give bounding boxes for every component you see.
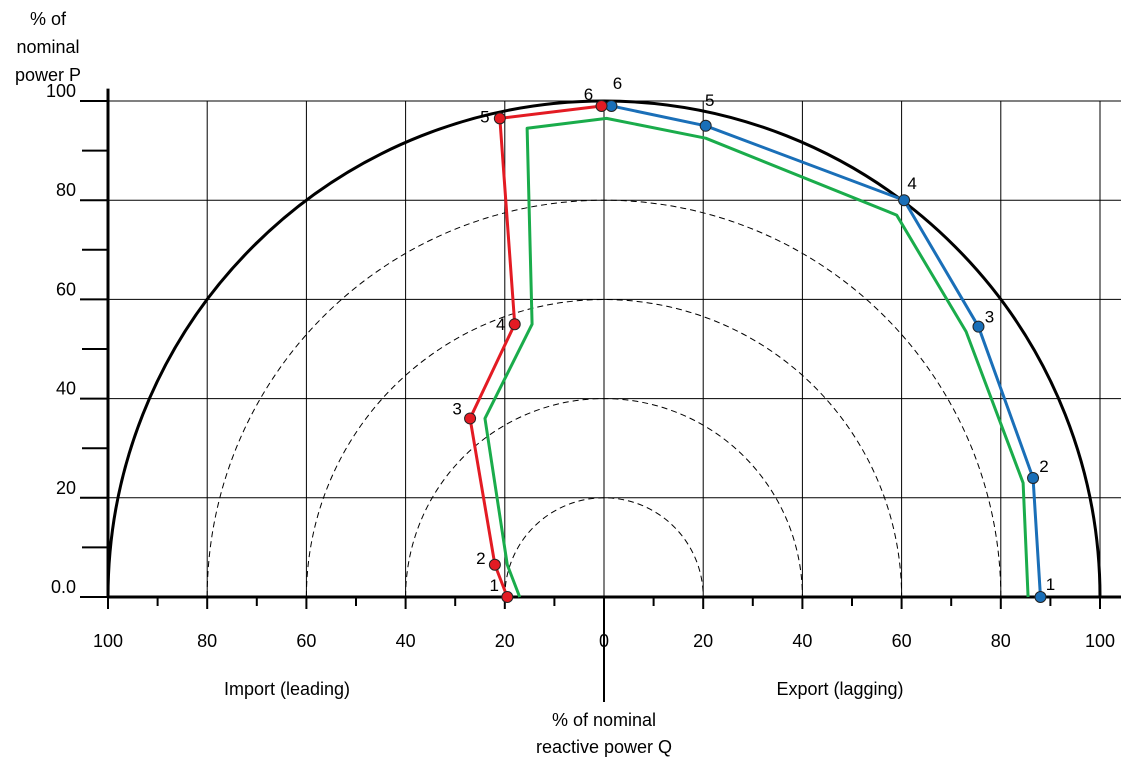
y-tick-label: 40 xyxy=(56,379,76,399)
dashed-circle-arc xyxy=(206,199,1002,598)
series-0-point-label: 4 xyxy=(496,315,505,334)
series-0-point xyxy=(493,112,506,125)
series-1-point-label: 5 xyxy=(705,91,714,110)
series-1-point-label: 1 xyxy=(1046,575,1055,594)
y-tick-label: 100 xyxy=(46,81,76,101)
y-tick-label: 60 xyxy=(56,279,76,299)
x-tick-label: 80 xyxy=(197,631,217,651)
x-tick-label: 0 xyxy=(599,631,609,651)
series-line-1 xyxy=(611,104,1042,598)
series-0-point-label: 1 xyxy=(490,576,499,595)
series-1-point-label: 3 xyxy=(985,308,994,327)
y-axis-label-line-3: power P xyxy=(15,65,81,85)
axes: 100 80 60 40 20 0 20 40 60 80 100 0.0 20 40 60 80 100 xyxy=(46,81,1121,702)
y-tick-label: 0.0 xyxy=(51,577,76,597)
series-line-0 xyxy=(468,104,602,598)
series-1-point-label: 6 xyxy=(613,74,622,93)
series-1-point xyxy=(1027,471,1040,484)
x-tick-label: 100 xyxy=(1085,631,1115,651)
x-tick-label: 60 xyxy=(296,631,316,651)
x-tick-label: 100 xyxy=(93,631,123,651)
y-tick-label: 80 xyxy=(56,180,76,200)
series-1-point xyxy=(605,99,618,112)
grid xyxy=(106,100,1121,597)
x-axis-label-line-2: reactive power Q xyxy=(536,737,672,757)
x-tick-label: 60 xyxy=(892,631,912,651)
export-region-label: Export (lagging) xyxy=(776,679,903,699)
series-0-point-label: 5 xyxy=(480,107,489,126)
series-0-point-label: 3 xyxy=(452,399,461,418)
y-axis-label-line-2: nominal xyxy=(16,37,79,57)
series-1-point-label: 2 xyxy=(1039,457,1048,476)
series-0-point xyxy=(508,318,521,331)
series-1-point xyxy=(898,194,911,207)
import-region-label: Import (leading) xyxy=(224,679,350,699)
x-tick-label: 20 xyxy=(693,631,713,651)
series-0-point xyxy=(595,99,608,112)
dashed-circle-arc xyxy=(504,497,704,598)
series-0-point xyxy=(464,412,477,425)
y-axis-label-line-1: % of xyxy=(30,9,67,29)
series-0-point xyxy=(501,591,514,603)
x-axis-label-line-1: % of nominal xyxy=(552,710,656,730)
series-line-2 xyxy=(483,116,1030,598)
series-1-point xyxy=(1034,591,1047,603)
series-1-point xyxy=(699,119,712,132)
x-tick-label: 40 xyxy=(396,631,416,651)
series-0-point xyxy=(488,558,501,571)
series-0-point-label: 2 xyxy=(476,549,485,568)
dashed-circle-arc xyxy=(405,398,803,598)
x-tick-label: 20 xyxy=(495,631,515,651)
x-tick-label: 80 xyxy=(991,631,1011,651)
series-0-point-label: 6 xyxy=(584,85,593,104)
y-tick-label: 20 xyxy=(56,478,76,498)
series-1-point-label: 4 xyxy=(907,174,916,193)
x-tick-label: 40 xyxy=(792,631,812,651)
series-1-point xyxy=(972,320,985,333)
